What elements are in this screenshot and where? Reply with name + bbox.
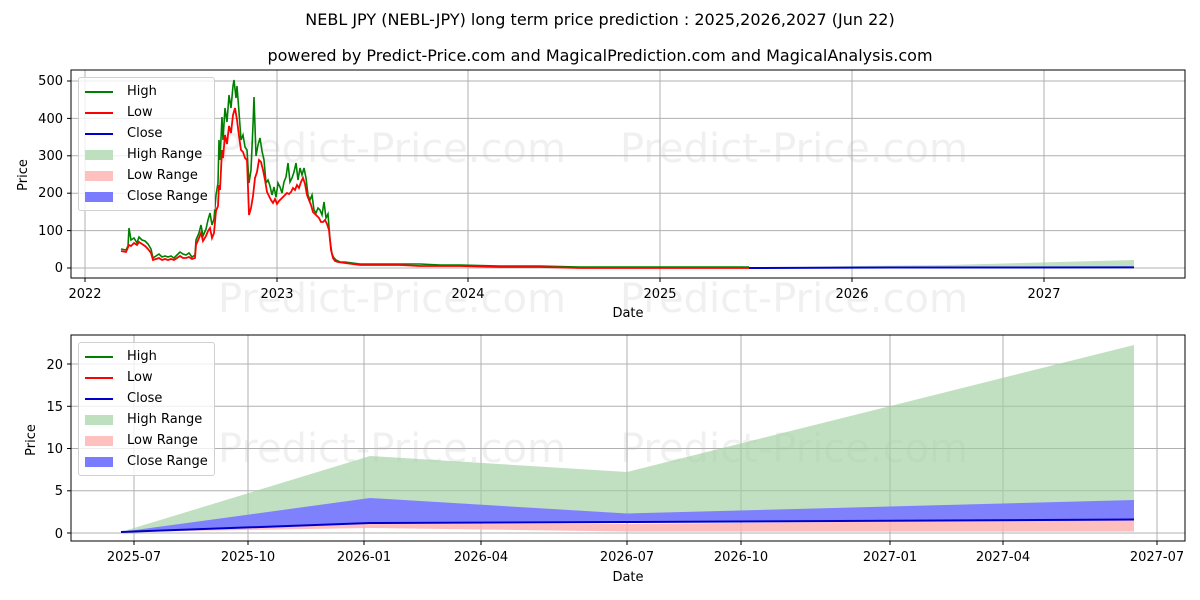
- legend-swatch: [85, 90, 113, 93]
- bottom-xtick: 2027-07: [1130, 550, 1184, 565]
- top-close-line: [748, 266, 1135, 269]
- bottom-low-range-area: [121, 519, 1134, 532]
- bottom-xtick: 2026-04: [454, 550, 508, 565]
- top-ytick: 200: [38, 186, 63, 201]
- bottom-xtick: 2025-10: [221, 550, 275, 565]
- legend-item-close-range: Close Range: [85, 451, 208, 472]
- top-legend: High Low Close High Range Low Range Clos…: [78, 77, 215, 211]
- legend-item-high: High: [85, 346, 208, 367]
- bottom-high-range-area: [121, 345, 1134, 532]
- bottom-xlabel: Date: [612, 570, 643, 585]
- top-xtick: 2025: [643, 287, 676, 302]
- bottom-ytick: 5: [55, 484, 63, 499]
- top-ylabel: Price: [16, 159, 31, 191]
- top-xtick: 2024: [451, 287, 484, 302]
- bottom-ylabel: Price: [24, 424, 39, 456]
- bottom-ytick: 20: [46, 358, 63, 373]
- top-xtick: 2026: [835, 287, 868, 302]
- top-ytick: 400: [38, 112, 63, 127]
- watermark: Predict-Price.com: [218, 126, 566, 172]
- legend-swatch: [85, 191, 113, 202]
- legend-swatch: [85, 456, 113, 467]
- legend-item-high: High: [85, 81, 208, 102]
- chart-subtitle: powered by Predict-Price.com and Magical…: [267, 46, 933, 65]
- legend-swatch: [85, 170, 113, 181]
- chart-title: NEBL JPY (NEBL-JPY) long term price pred…: [305, 10, 895, 29]
- top-ytick: 0: [55, 261, 63, 276]
- legend-item-close: Close: [85, 123, 208, 144]
- bottom-xtick: 2025-07: [107, 550, 161, 565]
- top-ytick: 300: [38, 149, 63, 164]
- bottom-xtick: 2026-01: [337, 550, 391, 565]
- top-ytick: 100: [38, 224, 63, 239]
- bottom-xtick: 2027-01: [863, 550, 917, 565]
- legend-swatch: [85, 414, 113, 425]
- legend-item-low: Low: [85, 367, 208, 388]
- legend-item-low: Low: [85, 102, 208, 123]
- top-ytick: 500: [38, 74, 63, 89]
- legend-swatch: [85, 435, 113, 446]
- legend-swatch: [85, 397, 113, 400]
- legend-item-low-range: Low Range: [85, 165, 208, 186]
- bottom-chart: Predict-Price.com Predict-Price.com: [24, 334, 1186, 585]
- bottom-ytick: 15: [46, 400, 63, 415]
- legend-item-close: Close: [85, 388, 208, 409]
- bottom-xtick: 2026-10: [714, 550, 768, 565]
- top-xtick: 2022: [68, 287, 101, 302]
- legend-swatch: [85, 376, 113, 379]
- bottom-xtick: 2027-04: [976, 550, 1030, 565]
- legend-item-high-range: High Range: [85, 144, 208, 165]
- top-xtick: 2023: [260, 287, 293, 302]
- watermark: Predict-Price.com: [620, 126, 968, 172]
- bottom-legend: High Low Close High Range Low Range Clos…: [78, 342, 215, 476]
- top-xlabel: Date: [612, 306, 643, 321]
- legend-swatch: [85, 111, 113, 114]
- watermark: Predict-Price.com: [620, 276, 968, 322]
- bottom-axes-frame: [70, 334, 1186, 542]
- top-xtick: 2027: [1027, 287, 1060, 302]
- legend-swatch: [85, 149, 113, 160]
- top-chart: Predict-Price.com Predict-Price.com Pred…: [16, 69, 1186, 322]
- top-high-line: [120, 79, 749, 268]
- top-low-line: [120, 107, 749, 269]
- top-high-range-area: [749, 260, 1134, 268]
- bottom-close-line: [120, 518, 1135, 533]
- legend-swatch: [85, 132, 113, 135]
- bottom-ytick: 10: [46, 442, 63, 457]
- legend-swatch: [85, 355, 113, 358]
- legend-item-high-range: High Range: [85, 409, 208, 430]
- legend-item-low-range: Low Range: [85, 430, 208, 451]
- watermark: Predict-Price.com: [218, 276, 566, 322]
- bottom-ytick: 0: [55, 527, 63, 542]
- bottom-xtick: 2026-07: [600, 550, 654, 565]
- legend-item-close-range: Close Range: [85, 186, 208, 207]
- bottom-close-range-area: [121, 498, 1134, 532]
- top-axes-frame: [70, 69, 1186, 279]
